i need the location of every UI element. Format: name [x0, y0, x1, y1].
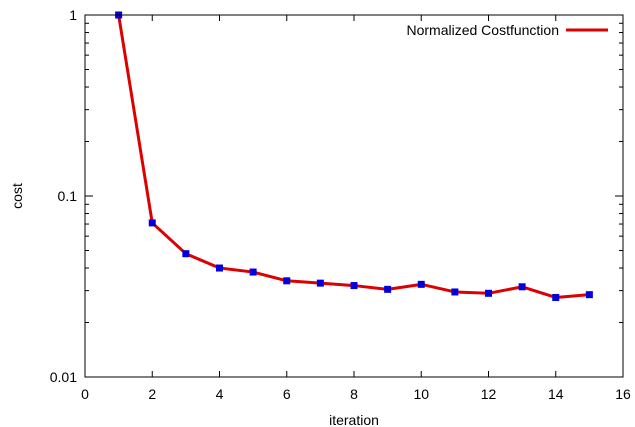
data-point-marker — [216, 264, 223, 272]
data-point-marker — [485, 289, 492, 297]
data-point-marker — [451, 288, 459, 296]
y-tick-label: 1 — [69, 7, 77, 23]
series-layer — [115, 11, 593, 301]
x-tick-label: 12 — [481, 386, 497, 402]
data-point-marker — [148, 219, 156, 227]
x-tick-label: 4 — [216, 386, 224, 402]
data-point-marker — [384, 285, 392, 293]
data-point-marker — [283, 277, 291, 285]
x-tick-label: 8 — [350, 386, 358, 402]
y-tick-label: 0.01 — [50, 369, 77, 385]
x-tick-label: 10 — [413, 386, 429, 402]
data-point-marker — [350, 282, 358, 290]
data-point-marker — [182, 250, 190, 258]
x-tick-label: 6 — [283, 386, 291, 402]
x-tick-label: 2 — [148, 386, 156, 402]
data-point-marker — [585, 291, 593, 299]
x-tick-label: 0 — [81, 386, 89, 402]
x-axis-label: iteration — [329, 412, 379, 427]
y-tick-label: 0.1 — [58, 188, 78, 204]
y-axis-label: cost — [9, 183, 25, 209]
data-point-marker — [316, 279, 324, 287]
legend: Normalized Costfunction — [406, 22, 608, 38]
data-point-marker — [552, 293, 560, 301]
x-tick-label: 16 — [615, 386, 631, 402]
legend-label: Normalized Costfunction — [406, 22, 559, 38]
data-point-marker — [518, 283, 526, 291]
plot-frame — [84, 14, 624, 378]
x-tick-label: 14 — [548, 386, 564, 402]
data-point-marker — [249, 268, 257, 276]
data-point-marker — [417, 280, 425, 288]
ticks-layer: 0 2 4 6 8 10 12 14 16 0.01 0.1 1 — [50, 7, 631, 402]
